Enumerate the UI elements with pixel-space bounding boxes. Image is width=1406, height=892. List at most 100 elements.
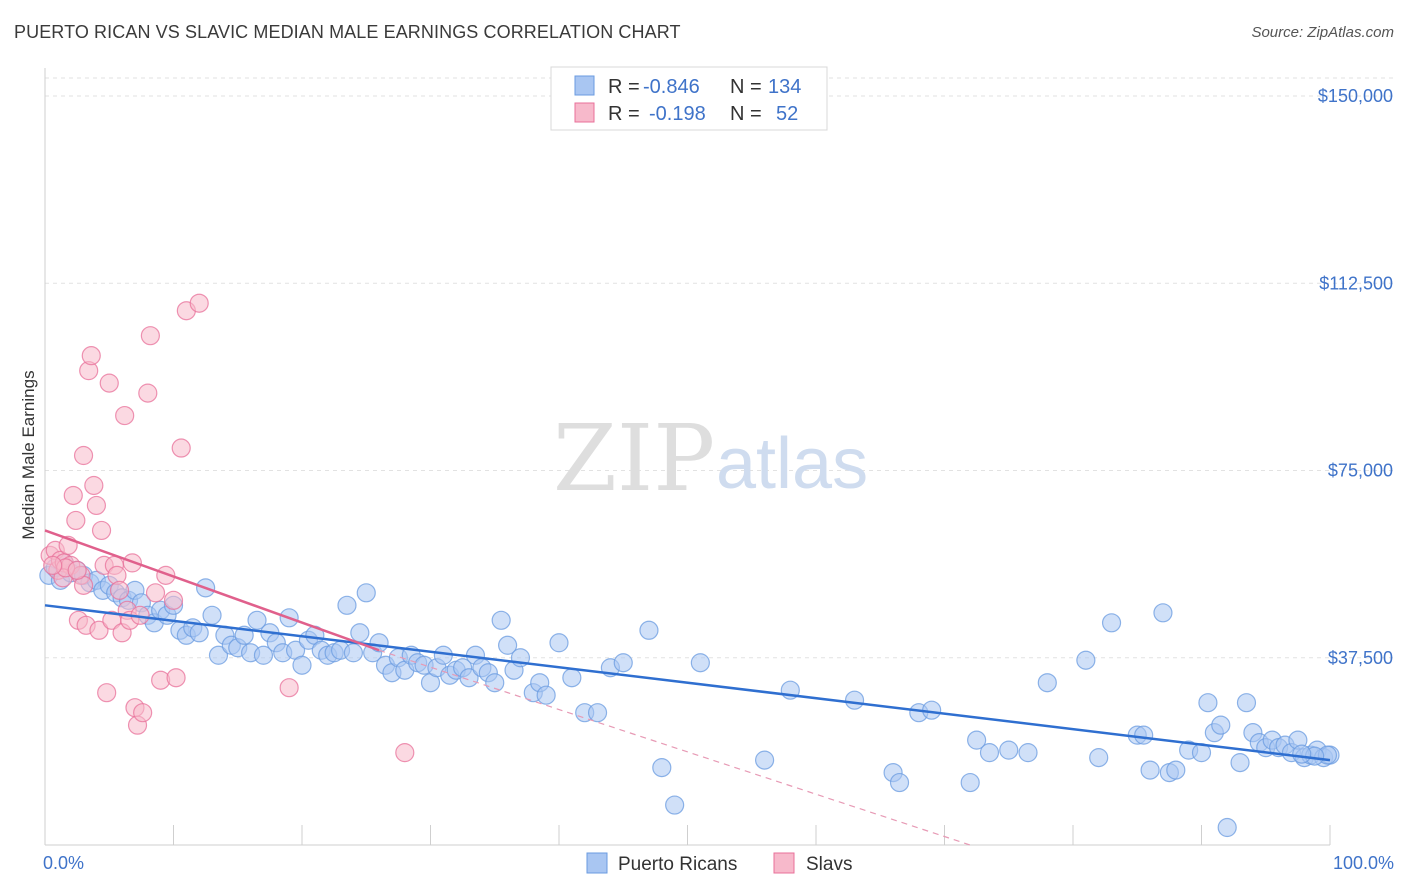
legend-r-value-1: -0.846 xyxy=(643,76,700,98)
point-puerto-rican xyxy=(889,772,910,793)
point-puerto-rican xyxy=(754,750,775,770)
watermark-atlas: atlas xyxy=(716,424,868,504)
point-slav xyxy=(133,703,153,723)
point-slav xyxy=(115,405,135,426)
legend-bottom-swatch-pink xyxy=(773,852,795,874)
point-puerto-rican xyxy=(1198,693,1218,713)
point-slav xyxy=(395,743,415,763)
point-puerto-rican xyxy=(208,645,229,665)
series-puerto-ricans xyxy=(39,553,1340,838)
point-puerto-rican xyxy=(587,703,608,723)
point-puerto-rican xyxy=(498,635,518,655)
point-puerto-rican xyxy=(1153,603,1173,623)
trend-line-slavs xyxy=(44,529,380,652)
point-slav xyxy=(279,678,299,698)
point-puerto-rican xyxy=(1089,748,1109,768)
point-slav xyxy=(86,495,107,516)
point-puerto-rican xyxy=(1076,650,1096,670)
point-slav xyxy=(171,438,191,458)
point-puerto-rican xyxy=(1018,743,1038,763)
point-slav xyxy=(138,383,158,403)
point-puerto-rican xyxy=(485,673,505,693)
point-slav xyxy=(140,326,160,346)
legend-bottom-swatch-blue xyxy=(586,852,608,874)
point-slav xyxy=(89,620,109,640)
series-slavs xyxy=(40,293,415,763)
point-puerto-rican xyxy=(1134,725,1154,745)
point-puerto-rican xyxy=(536,685,556,705)
point-puerto-rican xyxy=(459,668,479,688)
y-tick-label: $150,000 xyxy=(1318,86,1393,106)
watermark: ZIP atlas xyxy=(553,405,868,512)
point-slav xyxy=(145,583,166,603)
point-puerto-rican xyxy=(690,653,710,673)
point-slav xyxy=(189,293,209,313)
point-puerto-rican xyxy=(337,595,357,615)
point-slav xyxy=(43,555,63,575)
grid-lines xyxy=(45,77,1395,659)
point-puerto-rican xyxy=(1166,760,1186,780)
point-puerto-rican xyxy=(1140,760,1160,780)
axes xyxy=(44,68,1331,846)
chart-title: PUERTO RICAN VS SLAVIC MEDIAN MALE EARNI… xyxy=(14,22,681,42)
x-tick-label-max: 100.0% xyxy=(1333,853,1394,873)
point-puerto-rican xyxy=(979,743,1000,763)
point-puerto-rican xyxy=(491,610,511,630)
point-puerto-rican xyxy=(652,758,672,778)
point-slav xyxy=(84,475,104,496)
legend-bottom-label-1: Puerto Ricans xyxy=(618,854,737,875)
watermark-zip: ZIP xyxy=(553,405,715,512)
point-slav xyxy=(99,373,119,393)
y-axis-label: Median Male Earnings xyxy=(19,370,38,539)
point-puerto-rican xyxy=(967,730,987,750)
point-slav xyxy=(109,580,130,600)
point-puerto-rican xyxy=(1230,753,1250,773)
trend-line-puerto-ricans xyxy=(44,604,1331,762)
point-puerto-rican xyxy=(1211,715,1231,735)
point-puerto-rican xyxy=(292,655,312,675)
point-puerto-rican xyxy=(549,633,569,653)
trend-lines xyxy=(44,529,1331,846)
point-puerto-rican xyxy=(999,740,1019,760)
point-slav xyxy=(91,520,112,541)
legend-n-label-2: N = xyxy=(730,103,762,125)
y-tick-label: $112,500 xyxy=(1319,273,1393,293)
point-slav xyxy=(67,560,87,580)
legend-swatch-blue xyxy=(574,75,595,96)
y-tick-label: $37,500 xyxy=(1328,648,1393,668)
tick-labels: $37,500 $75,000 $112,500 $150,000 0.0% 100.0% xyxy=(43,86,1394,873)
legend-n-value-2: 52 xyxy=(776,103,798,125)
trend-extension-slavs xyxy=(378,649,971,846)
point-puerto-rican xyxy=(1292,744,1312,764)
point-slav xyxy=(73,445,94,466)
point-puerto-rican xyxy=(613,653,633,673)
point-puerto-rican xyxy=(1217,817,1237,838)
legend-r-value-2: -0.198 xyxy=(649,103,706,125)
legend-r-label-2: R = xyxy=(608,103,640,125)
legend-bottom: Puerto Ricans Slavs xyxy=(586,852,852,875)
legend-bottom-label-2: Slavs xyxy=(806,854,852,875)
point-puerto-rican xyxy=(844,690,865,710)
legend-r-label-1: R = xyxy=(608,76,640,98)
source-label: Source: ZipAtlas.com xyxy=(1251,24,1394,41)
point-puerto-rican xyxy=(960,772,980,793)
point-puerto-rican xyxy=(665,795,685,815)
legend-swatch-pink xyxy=(574,102,595,123)
point-puerto-rican xyxy=(562,668,582,688)
point-puerto-rican xyxy=(189,623,209,643)
point-puerto-rican xyxy=(343,643,363,663)
legend-n-value-1: 134 xyxy=(768,76,801,98)
point-puerto-rican xyxy=(1101,613,1122,633)
point-puerto-rican xyxy=(356,583,376,603)
point-puerto-rican xyxy=(350,623,370,643)
point-puerto-rican xyxy=(1236,693,1257,713)
y-tick-label: $75,000 xyxy=(1328,461,1393,481)
point-puerto-rican xyxy=(247,610,267,630)
point-slav xyxy=(81,346,101,366)
point-slav xyxy=(63,485,83,506)
point-slav xyxy=(166,668,186,688)
point-puerto-rican xyxy=(639,620,659,640)
point-puerto-rican xyxy=(253,645,274,665)
legend-n-label-1: N = xyxy=(730,76,762,98)
